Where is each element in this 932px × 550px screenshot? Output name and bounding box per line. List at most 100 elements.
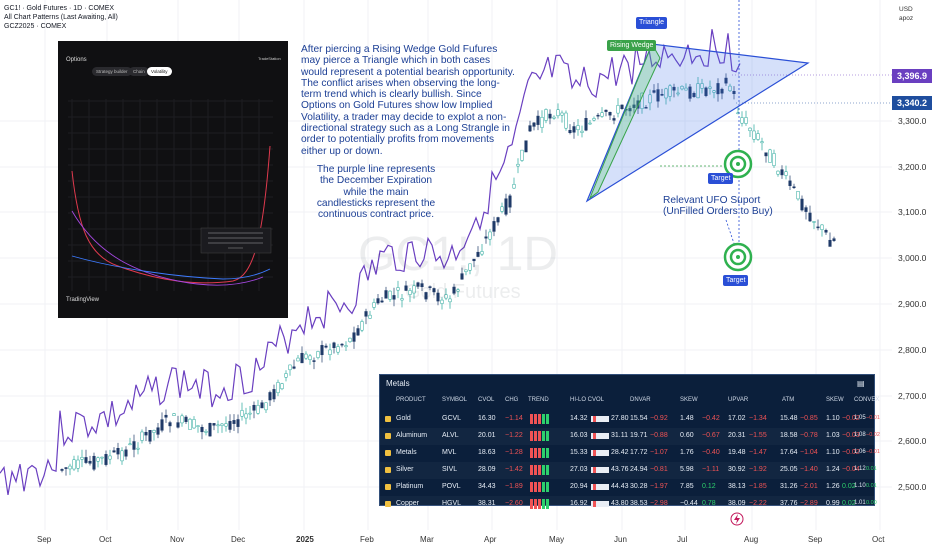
currency-label[interactable]: USD apoz <box>899 6 914 22</box>
time-tick: Dec <box>231 535 246 544</box>
table-row[interactable]: Silver SIVL 28.09 −1.42 27.03 43.76 24.94 −0.81… <box>380 462 877 479</box>
skew2-chg: −0.03 <box>842 432 860 439</box>
product-name: Silver <box>396 466 414 473</box>
product-name: Platinum <box>396 483 424 490</box>
atm-value: 31.26 <box>780 483 798 490</box>
convex-chg: −0.01 <box>866 415 880 421</box>
column-header[interactable]: CONVEX <box>854 397 880 403</box>
symbol: MVL <box>442 449 457 456</box>
dnvar-chg: −1.07 <box>650 449 668 456</box>
trend-bar <box>546 414 549 424</box>
table-icon[interactable]: ▤ <box>857 379 865 388</box>
last-price-blue: 3,340.2 <box>892 96 932 110</box>
trend-bar <box>542 431 545 441</box>
time-tick: Oct <box>872 535 885 544</box>
convex-chg: −0.02 <box>866 432 880 438</box>
product-icon <box>385 433 391 439</box>
hi-lo-bar <box>591 484 609 490</box>
volatility-button[interactable]: Volatility <box>147 67 172 76</box>
options-panel[interactable]: Options TradeStation Strategy builder Ch… <box>58 41 288 318</box>
column-header[interactable]: CHG <box>505 397 519 403</box>
product-name: Metals <box>396 449 417 456</box>
hi-lo-bar <box>591 416 609 422</box>
atm-chg: −1.04 <box>800 449 818 456</box>
price-tick: 2,500.0 <box>898 482 927 492</box>
rising-wedge-label[interactable]: Rising Wedge <box>607 40 657 51</box>
upvar-value: 17.02 <box>728 415 746 422</box>
target-label-1[interactable]: Target <box>708 173 734 184</box>
table-row[interactable]: Metals MVL 18.63 −1.28 15.33 28.42 17.72 −1.07 1… <box>380 445 880 462</box>
product-name: Copper <box>396 500 419 507</box>
time-tick: Oct <box>99 535 112 544</box>
convex-value: 1.08 <box>854 432 866 438</box>
dnvar-value: 15.54 <box>630 415 648 422</box>
dnvar-chg: −0.88 <box>650 432 668 439</box>
trend-bar <box>530 499 533 509</box>
price-tick: 2,800.0 <box>898 345 927 355</box>
column-header[interactable]: ATM <box>782 397 795 403</box>
trend-bar <box>538 431 541 441</box>
contract-label[interactable]: GCZ2025 · COMEX <box>4 23 67 30</box>
time-tick: Apr <box>484 535 497 544</box>
column-header[interactable]: DNVAR <box>630 397 651 403</box>
atm-chg: −2.01 <box>800 483 818 490</box>
symbol: SIVL <box>442 466 458 473</box>
hi-lo-low: 15.33 <box>570 449 588 456</box>
table-header: PRODUCT SYMBOL CVOL CHG TREND HI-LO CVOL DNVAR… <box>380 397 879 409</box>
table-row[interactable]: Gold GCVL 16.30 −1.14 14.32 27.80 15.54 −0.92 1.… <box>380 411 880 428</box>
convex-value: 1.06 <box>854 449 866 455</box>
column-header[interactable]: SKEW <box>680 397 698 403</box>
atm-chg: −2.89 <box>800 500 818 507</box>
table-row[interactable]: Aluminum ALVL 20.01 −1.22 16.03 31.11 19.71 −0.… <box>380 428 880 445</box>
chg-value: −1.89 <box>505 483 523 490</box>
symbol-title[interactable]: GC1! · Gold Futures · 1D · COMEX <box>4 5 115 12</box>
upvar-value: 38.13 <box>728 483 746 490</box>
column-header[interactable]: SKEW <box>826 397 844 403</box>
trend-bar <box>542 448 545 458</box>
time-tick: Aug <box>744 535 759 544</box>
chain-button[interactable]: Chain <box>129 67 149 76</box>
skew2-chg: −0.04 <box>842 466 860 473</box>
cvol-value: 18.63 <box>478 449 496 456</box>
dnvar-chg: −2.98 <box>650 500 668 507</box>
table-row[interactable]: Copper HGVL 38.31 −2.60 16.92 43.80 38.53 −2.98… <box>380 496 877 513</box>
column-header[interactable]: SYMBOL <box>442 397 468 403</box>
price-tick: 2,700.0 <box>898 391 927 401</box>
upvar-chg: −1.55 <box>749 432 767 439</box>
trend-bar <box>534 499 537 509</box>
skew-chg: −0.40 <box>702 449 720 456</box>
upvar-chg: −1.34 <box>749 415 767 422</box>
target-label-2[interactable]: Target <box>723 275 749 286</box>
trend-bar <box>530 448 533 458</box>
hi-lo-bar <box>591 433 609 439</box>
hi-lo-bar <box>591 501 609 507</box>
strategy-builder-button[interactable]: Strategy builder <box>92 67 132 76</box>
indicator-label[interactable]: All Chart Patterns (Last Awaiting, All) <box>4 14 118 21</box>
trend-bar <box>542 482 545 492</box>
column-header[interactable]: UPVAR <box>728 397 749 403</box>
table-row[interactable]: Platinum POVL 34.43 −1.89 20.94 44.43 30.28 −1.… <box>380 479 877 496</box>
column-header[interactable]: PRODUCT <box>396 397 426 403</box>
dnvar-chg: −1.97 <box>650 483 668 490</box>
hi-lo-high: 28.42 <box>611 449 629 456</box>
trend-bar <box>546 465 549 475</box>
iv-curve-blue <box>71 255 271 280</box>
december-expiration-line <box>0 29 741 496</box>
dnvar-value: 30.28 <box>630 483 648 490</box>
rising-wedge-pattern <box>588 42 661 200</box>
triangle-label[interactable]: Triangle <box>636 17 668 29</box>
column-header[interactable]: HI-LO CVOL <box>570 397 605 403</box>
skew2-value: 0.99 <box>826 500 840 507</box>
symbol: POVL <box>442 483 461 490</box>
metals-volatility-table: Metals ▤ PRODUCT SYMBOL CVOL CHG TREND HI-LO … <box>379 374 880 509</box>
column-header[interactable]: TREND <box>528 397 549 403</box>
chg-value: −1.42 <box>505 466 523 473</box>
trend-bar <box>530 431 533 441</box>
atm-value: 37.76 <box>780 500 798 507</box>
convex-value: 1.10 <box>854 483 866 489</box>
column-header[interactable]: CVOL <box>478 397 495 403</box>
trend-bar <box>534 414 537 424</box>
trend-bar <box>534 431 537 441</box>
price-tick: 3,100.0 <box>898 207 927 217</box>
convex-chg: 0.00 <box>866 500 877 506</box>
